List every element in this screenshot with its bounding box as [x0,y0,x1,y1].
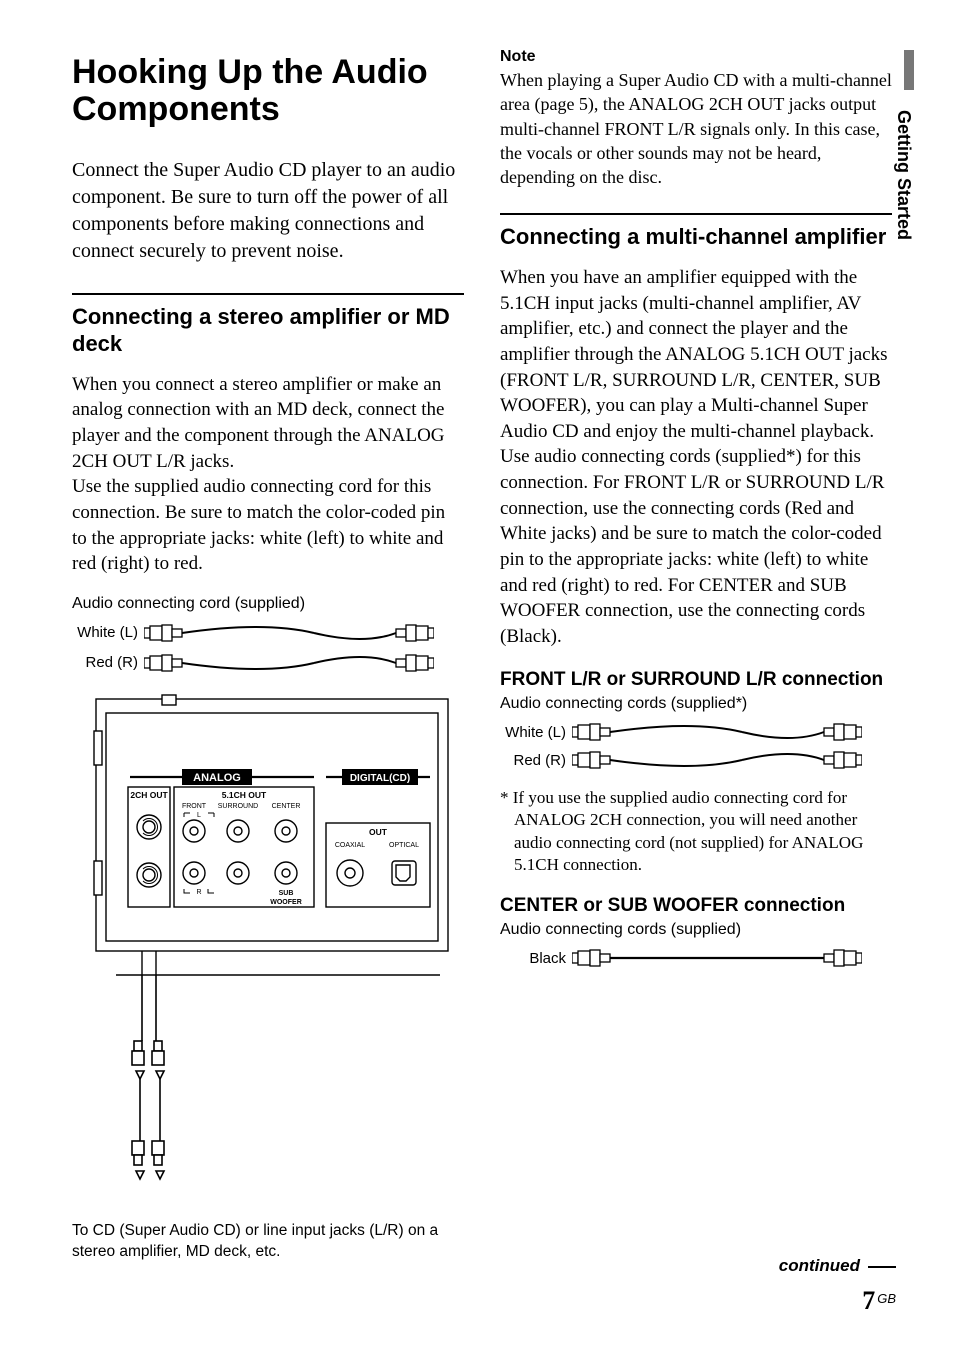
multichannel-p2: Use audio connecting cords (supplied*) f… [500,444,892,649]
red-r-label: Red (R) [72,654,144,671]
right-column: Note When playing a Super Audio CD with … [500,48,892,1263]
backpanel-diagram: ANALOG 2CH OUT 5.1CH OUT FRONT SURROUND … [72,691,464,1263]
page-number: 7GB [779,1286,896,1316]
surround-label: SURROUND [218,803,258,810]
cord-footnote: * If you use the supplied audio connecti… [500,787,892,875]
red-r-label-2: Red (R) [500,752,572,769]
out-51ch-label: 5.1CH OUT [222,790,267,800]
black-label: Black [500,950,572,967]
page-title: Hooking Up the Audio Components [72,54,464,129]
rca-cord-red-icon [144,649,434,677]
optical-label: OPTICAL [389,842,419,849]
page-number-value: 7 [862,1286,875,1315]
out-2ch-label: 2CH OUT [130,790,168,800]
backpanel-caption: To CD (Super Audio CD) or line input jac… [72,1221,464,1263]
rca-cord-red-icon [572,747,862,773]
sub-label: SUB [279,890,294,897]
center-label: CENTER [272,803,301,810]
manual-page: Getting Started Hooking Up the Audio Com… [0,0,954,1352]
out-label: OUT [369,827,388,837]
rca-cord-white-icon [144,619,434,647]
front-surround-cord-diagram: White (L) Red (R) [500,719,892,773]
center-sub-cord-diagram: Black [500,945,892,971]
l-label: L [197,812,201,819]
white-l-label-2: White (L) [500,724,572,741]
page-number-suffix: GB [877,1291,896,1306]
section-rule [72,293,464,295]
multichannel-p1: When you have an amplifier equipped with… [500,265,892,444]
note-heading: Note [500,48,892,66]
cord-supplied-label: Audio connecting cord (supplied) [72,595,464,613]
white-l-label: White (L) [72,624,144,641]
note-body: When playing a Super Audio CD with a mul… [500,68,892,189]
stereo-amp-p1: When you connect a stereo amplifier or m… [72,372,464,475]
digital-label: DIGITAL(CD) [350,773,410,784]
continued-rule-icon [868,1266,896,1268]
left-column: Hooking Up the Audio Components Connect … [72,48,464,1263]
section-rule-2 [500,213,892,215]
two-column-layout: Hooking Up the Audio Components Connect … [72,48,892,1263]
coaxial-label: COAXIAL [335,842,365,849]
section-tab: Getting Started [888,50,914,260]
rca-cord-black-icon [572,945,862,971]
front-surround-heading: FRONT L/R or SURROUND L/R connection [500,668,892,692]
r-label: R [196,889,201,896]
tab-label: Getting Started [893,110,914,240]
center-sub-heading: CENTER or SUB WOOFER connection [500,894,892,918]
analog-label: ANALOG [193,772,241,784]
front-label: FRONT [182,803,207,810]
woofer-label: WOOFER [270,899,302,906]
page-footer: continued 7GB [779,1256,896,1316]
intro-paragraph: Connect the Super Audio CD player to an … [72,157,464,265]
stereo-cord-diagram: White (L) Red (R) [72,619,464,677]
tab-indicator [904,50,914,90]
multichannel-heading: Connecting a multi-channel amplifier [500,223,892,251]
continued-label: continued [779,1256,860,1275]
stereo-amp-p2: Use the supplied audio connecting cord f… [72,474,464,577]
cord-label-a: Audio connecting cords (supplied*) [500,695,892,713]
rca-cord-white-icon [572,719,862,745]
cord-label-b: Audio connecting cords (supplied) [500,921,892,939]
stereo-amp-heading: Connecting a stereo amplifier or MD deck [72,303,464,358]
